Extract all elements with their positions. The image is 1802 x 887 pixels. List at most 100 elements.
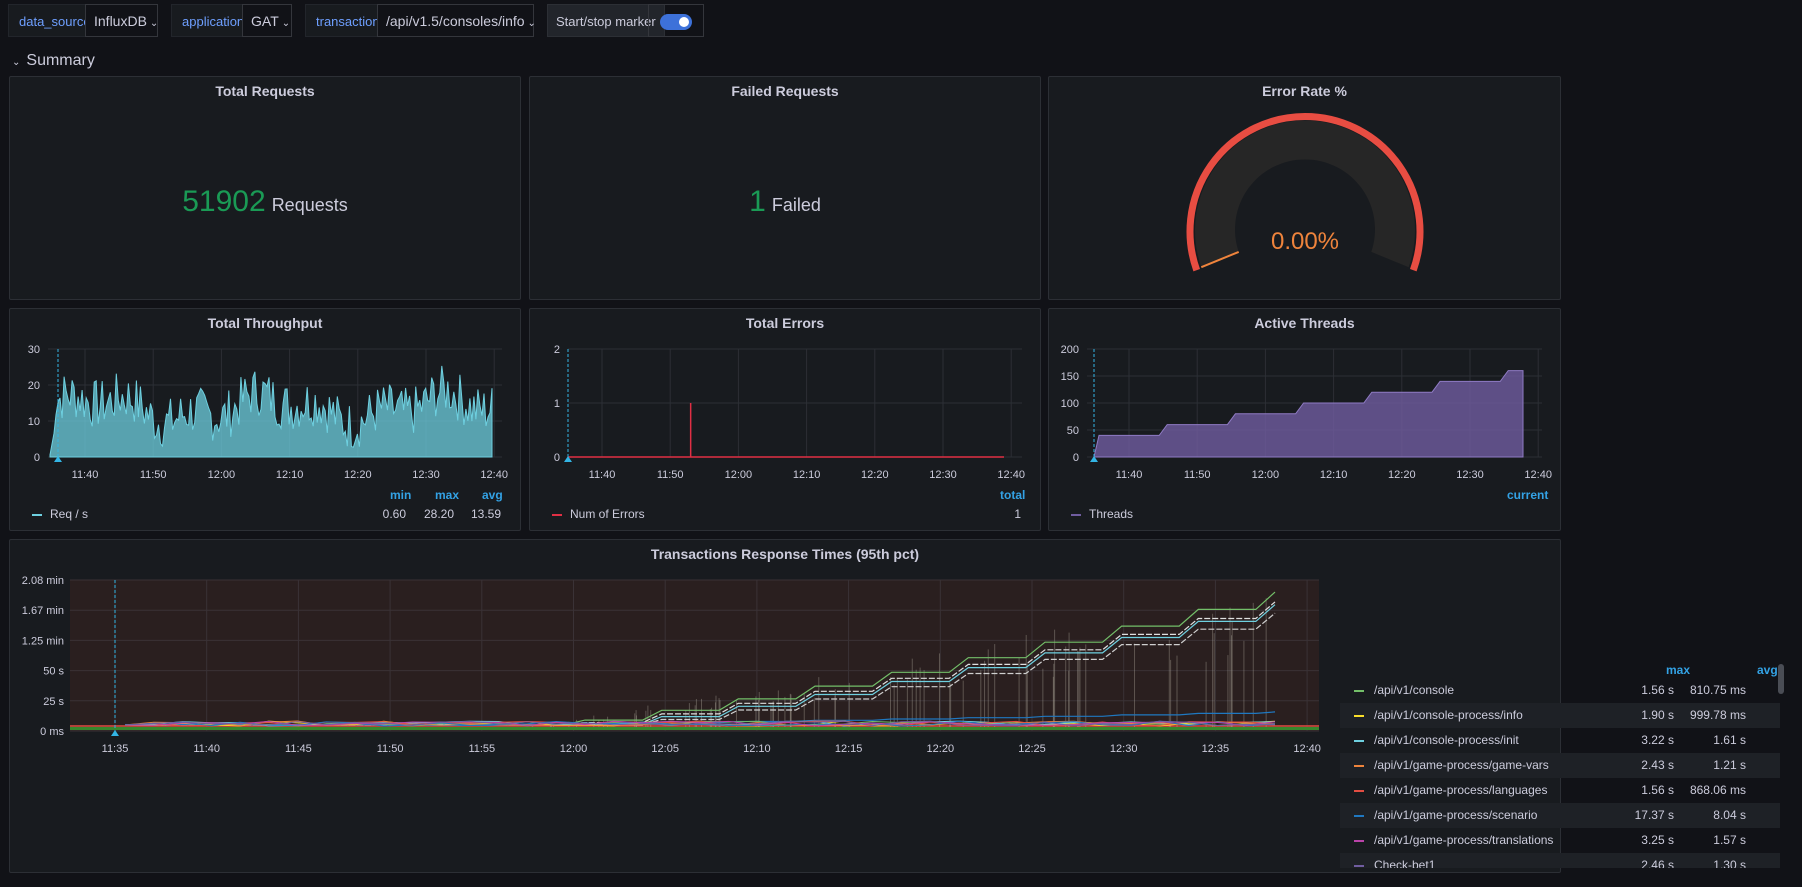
panel-title: Active Threads	[1254, 315, 1355, 331]
response-times-legend: /api/v1/console 1.56 s 810.75 ms/api/v1/co…	[1340, 678, 1780, 868]
legend-row[interactable]: /api/v1/console 1.56 s 810.75 ms	[1340, 678, 1780, 703]
legend-series-name: Num of Errors	[570, 507, 645, 521]
errors-chart: 0 1 2 11:40 11:50 12:00 12:10 12:20 12:30 12:40	[554, 344, 1025, 481]
legend-head-max: max	[435, 488, 460, 502]
series-swatch	[1354, 790, 1364, 792]
x-tick-label: 12:25	[1018, 743, 1046, 755]
stat-number: 51902	[182, 185, 266, 218]
legend-avg: 8.04 s	[1713, 808, 1746, 822]
legend-max: 3.25 s	[1641, 833, 1674, 847]
legend-avg: 1.61 s	[1713, 733, 1746, 747]
x-tick-label: 11:40	[589, 469, 616, 481]
legend-head-avg: avg	[1757, 663, 1778, 677]
chevron-down-icon: ⌄	[12, 57, 21, 68]
row-title-summary[interactable]: ⌄ Summary	[12, 52, 95, 70]
transaction-label: transaction	[305, 4, 391, 37]
x-tick-label: 12:30	[1110, 743, 1138, 755]
legend-head-min: min	[390, 488, 412, 502]
legend-series-name: /api/v1/game-process/translations	[1374, 833, 1554, 847]
panel-title: Error Rate %	[1262, 83, 1347, 99]
x-tick-label: 12:10	[276, 469, 304, 481]
x-tick-label: 12:20	[861, 469, 889, 481]
transaction-value: /api/v1.5/consoles/info	[386, 13, 525, 29]
x-tick-label: 11:40	[193, 743, 220, 755]
application-select[interactable]: GAT ⌄	[242, 4, 292, 37]
legend-max: 3.22 s	[1641, 733, 1674, 747]
x-tick-label: 11:45	[285, 743, 312, 755]
legend-row[interactable]: /api/v1/console-process/info 1.90 s 999.78…	[1340, 703, 1780, 728]
y-tick-label: 25 s	[43, 696, 64, 708]
x-tick-label: 11:40	[1116, 469, 1143, 481]
panel-title: Failed Requests	[731, 83, 839, 99]
x-tick-label: 12:05	[651, 743, 679, 755]
chevron-down-icon: ⌄	[149, 18, 159, 29]
y-tick-label: 1.25 min	[22, 635, 64, 647]
panel-failed-requests: Failed Requests 1 Failed	[529, 76, 1041, 300]
legend-series[interactable]: Threads	[1071, 507, 1133, 521]
x-tick-label: 11:40	[72, 469, 99, 481]
threads-chart: 0 50 100 150 200 11:40 11:50 12:00 12:10 12:20 12:…	[1061, 344, 1552, 481]
legend-series-name: /api/v1/game-process/game-vars	[1374, 758, 1549, 772]
legend-series-name: Threads	[1089, 507, 1134, 521]
y-tick-label: 50 s	[43, 666, 64, 678]
x-tick-label: 12:30	[1456, 469, 1484, 481]
y-tick-label: 10	[28, 416, 40, 428]
data-source-select[interactable]: InfluxDB ⌄	[85, 4, 158, 37]
legend-scrollbar[interactable]	[1778, 664, 1784, 694]
stat-value: 1 Failed	[530, 185, 1040, 219]
response-series-line	[125, 612, 1276, 726]
legend-head-current: current	[1507, 488, 1549, 502]
legend-series[interactable]: Num of Errors	[552, 507, 645, 521]
legend-series-name: /api/v1/console-process/init	[1374, 733, 1519, 747]
series-swatch	[1354, 715, 1364, 717]
legend-avg: 868.06 ms	[1689, 783, 1746, 797]
legend-row[interactable]: /api/v1/game-process/translations 3.25 s 1…	[1340, 828, 1780, 853]
legend-row[interactable]: /api/v1/game-process/scenario 17.37 s 8.04…	[1340, 803, 1780, 828]
x-tick-label: 12:30	[929, 469, 957, 481]
legend-avg: 1.57 s	[1713, 833, 1746, 847]
start-marker-icon	[54, 456, 62, 462]
stat-unit: Requests	[271, 195, 348, 215]
marker-toggle-box	[648, 4, 704, 37]
x-tick-label: 12:00	[725, 469, 753, 481]
start-marker-icon	[1090, 456, 1098, 462]
legend-row[interactable]: /api/v1/game-process/game-vars 2.43 s 1.21…	[1340, 753, 1780, 778]
legend-series[interactable]: Req / s	[32, 507, 88, 521]
transaction-select[interactable]: /api/v1.5/consoles/info ⌄	[377, 4, 536, 37]
panel-total-errors: Total Errors 0 1 2 11:40 11:50 12:00 12:10 12:2…	[529, 308, 1041, 531]
x-tick-label: 12:20	[1388, 469, 1416, 481]
panel-response-times: Transactions Response Times (95th pct) 0…	[9, 539, 1561, 873]
start-marker-icon	[564, 456, 572, 462]
marker-label: Start/stop marker	[547, 4, 665, 37]
chevron-down-icon: ⌄	[281, 18, 291, 29]
marker-toggle[interactable]	[660, 14, 692, 30]
x-tick-label: 12:20	[927, 743, 955, 755]
panel-total-requests: Total Requests 51902 Requests	[9, 76, 521, 300]
response-series-line	[125, 601, 1276, 726]
response-series-baseline	[124, 720, 1276, 727]
legend-row[interactable]: Check-bet1 2.46 s 1.30 s	[1340, 853, 1780, 868]
y-tick-label: 0	[554, 452, 560, 464]
y-tick-label: 2	[554, 344, 560, 356]
x-tick-label: 11:50	[1184, 469, 1211, 481]
x-tick-label: 11:55	[468, 743, 495, 755]
y-tick-label: 0 ms	[40, 726, 64, 738]
x-tick-label: 12:10	[743, 743, 771, 755]
legend-row[interactable]: /api/v1/console-process/init 3.22 s 1.61 s	[1340, 728, 1780, 753]
application-value: GAT	[251, 13, 279, 29]
gauge-track	[1195, 120, 1415, 268]
stat-number: 1	[749, 185, 766, 218]
y-tick-label: 150	[1061, 371, 1079, 383]
panel-title: Total Throughput	[207, 315, 323, 331]
stat-value: 51902 Requests	[10, 185, 520, 219]
gauge-threshold-arc	[1186, 113, 1424, 272]
y-tick-label: 0	[34, 452, 40, 464]
legend-series-name: /api/v1/game-process/languages	[1374, 783, 1548, 797]
threads-area	[1093, 370, 1524, 458]
x-tick-label: 12:40	[480, 469, 508, 481]
legend-head-total: total	[1000, 488, 1026, 502]
series-swatch	[32, 513, 42, 516]
legend-row[interactable]: /api/v1/game-process/languages 1.56 s 868.…	[1340, 778, 1780, 803]
x-tick-label: 12:10	[1320, 469, 1348, 481]
x-tick-label: 12:20	[344, 469, 372, 481]
